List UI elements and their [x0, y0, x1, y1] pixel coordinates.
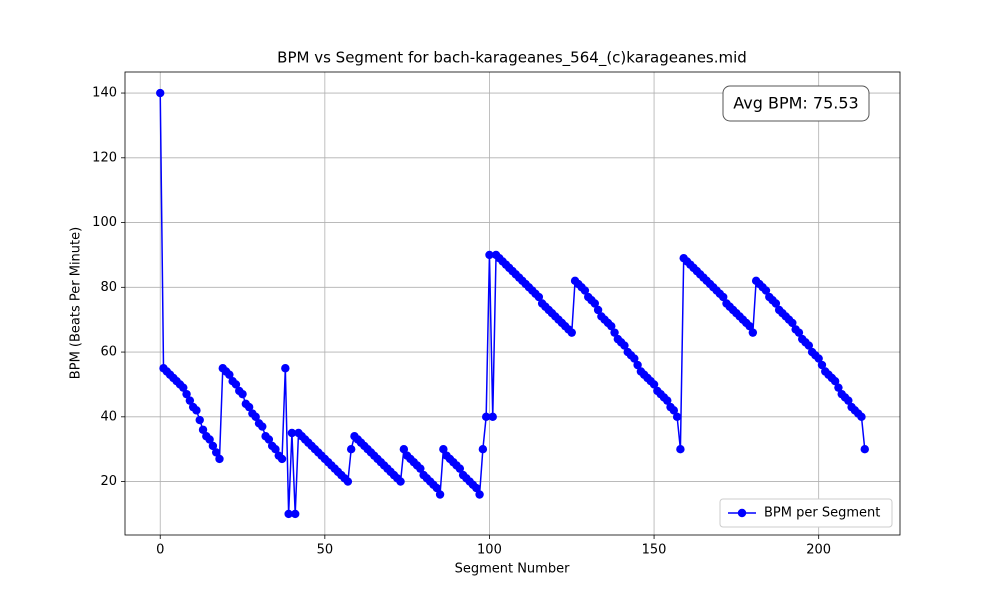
data-point [860, 444, 869, 454]
annotation-text: Avg BPM: 75.53 [733, 94, 858, 113]
data-point [432, 483, 441, 493]
data-point [346, 444, 356, 454]
legend: BPM per Segment [719, 498, 893, 528]
plot-frame [124, 71, 901, 536]
data-point [238, 389, 247, 399]
data-point [192, 406, 201, 415]
data-point [182, 389, 191, 399]
x-axis-label: Segment Number [455, 562, 571, 577]
data-point [475, 490, 484, 499]
data-line [159, 93, 866, 514]
data-point [185, 396, 195, 405]
y-tick-label: 140 [92, 86, 117, 101]
data-point [630, 354, 639, 363]
chart-title: BPM vs Segment for bach-karageanes_564_(… [277, 49, 747, 68]
data-point [748, 328, 758, 337]
legend-box [719, 498, 893, 528]
data-point [676, 444, 685, 454]
data-point [607, 321, 616, 331]
data-point [620, 341, 629, 350]
data-point [225, 370, 234, 379]
data-point [771, 299, 781, 308]
data-point [231, 380, 241, 389]
data-point [814, 354, 823, 363]
data-point [439, 444, 448, 454]
data-point [649, 380, 659, 389]
data-point [719, 292, 728, 302]
data-point [857, 412, 866, 422]
y-tick-label: 40 [100, 409, 117, 424]
data-point [804, 341, 814, 350]
data-point [633, 360, 642, 370]
data-point [281, 364, 290, 373]
data-point [593, 305, 603, 315]
data-point [745, 321, 754, 331]
annotation-box [722, 85, 870, 122]
data-point [478, 444, 488, 454]
data-point [343, 477, 353, 486]
data-point [416, 464, 425, 473]
data-point [215, 454, 224, 464]
x-tick-label: 200 [806, 543, 831, 558]
data-point [830, 377, 840, 386]
data-point [817, 360, 827, 370]
data-point [481, 412, 491, 422]
data-point [794, 328, 804, 337]
data-point [834, 383, 843, 392]
data-point [580, 286, 590, 295]
y-tick-label: 60 [100, 345, 117, 360]
data-point [277, 454, 287, 464]
data-point [672, 412, 682, 422]
data-point [435, 490, 445, 499]
y-tick-label: 120 [92, 150, 117, 165]
data-point [396, 477, 405, 486]
data-point [195, 415, 204, 425]
data-point [844, 396, 853, 405]
data-point [258, 422, 267, 431]
data-point [590, 299, 600, 308]
data-point [485, 250, 494, 260]
data-point [251, 412, 260, 422]
data-point [208, 441, 218, 451]
y-tick-label: 20 [100, 474, 117, 489]
data-point [264, 435, 274, 444]
x-tick-label: 100 [477, 543, 502, 558]
y-tick-label: 100 [92, 215, 117, 230]
data-point [211, 448, 221, 457]
data-point [788, 318, 797, 328]
data-point [156, 88, 165, 98]
x-tick-label: 50 [317, 543, 334, 558]
data-point [669, 406, 679, 415]
data-point [663, 396, 672, 405]
data-point [284, 509, 293, 519]
data-point [271, 444, 280, 454]
y-tick-label: 80 [100, 280, 117, 295]
x-tick-label: 150 [642, 543, 667, 558]
data-point [287, 428, 297, 438]
data-point [567, 328, 576, 337]
data-point [455, 464, 465, 473]
data-point [291, 509, 300, 519]
legend-marker [737, 508, 747, 518]
legend-label: BPM per Segment [764, 506, 880, 521]
data-point [761, 286, 771, 295]
data-point [534, 292, 544, 302]
data-point [399, 444, 409, 454]
data-point [179, 383, 188, 392]
data-point [472, 483, 481, 493]
data-point [488, 412, 497, 422]
data-point [205, 435, 214, 444]
data-point [244, 402, 254, 412]
annotation: Avg BPM: 75.53 [722, 85, 870, 122]
data-point [198, 425, 208, 434]
y-axis-label: BPM (Beats Per Minute) [69, 227, 84, 379]
data-point [610, 328, 619, 337]
x-tick-label: 0 [156, 543, 164, 558]
